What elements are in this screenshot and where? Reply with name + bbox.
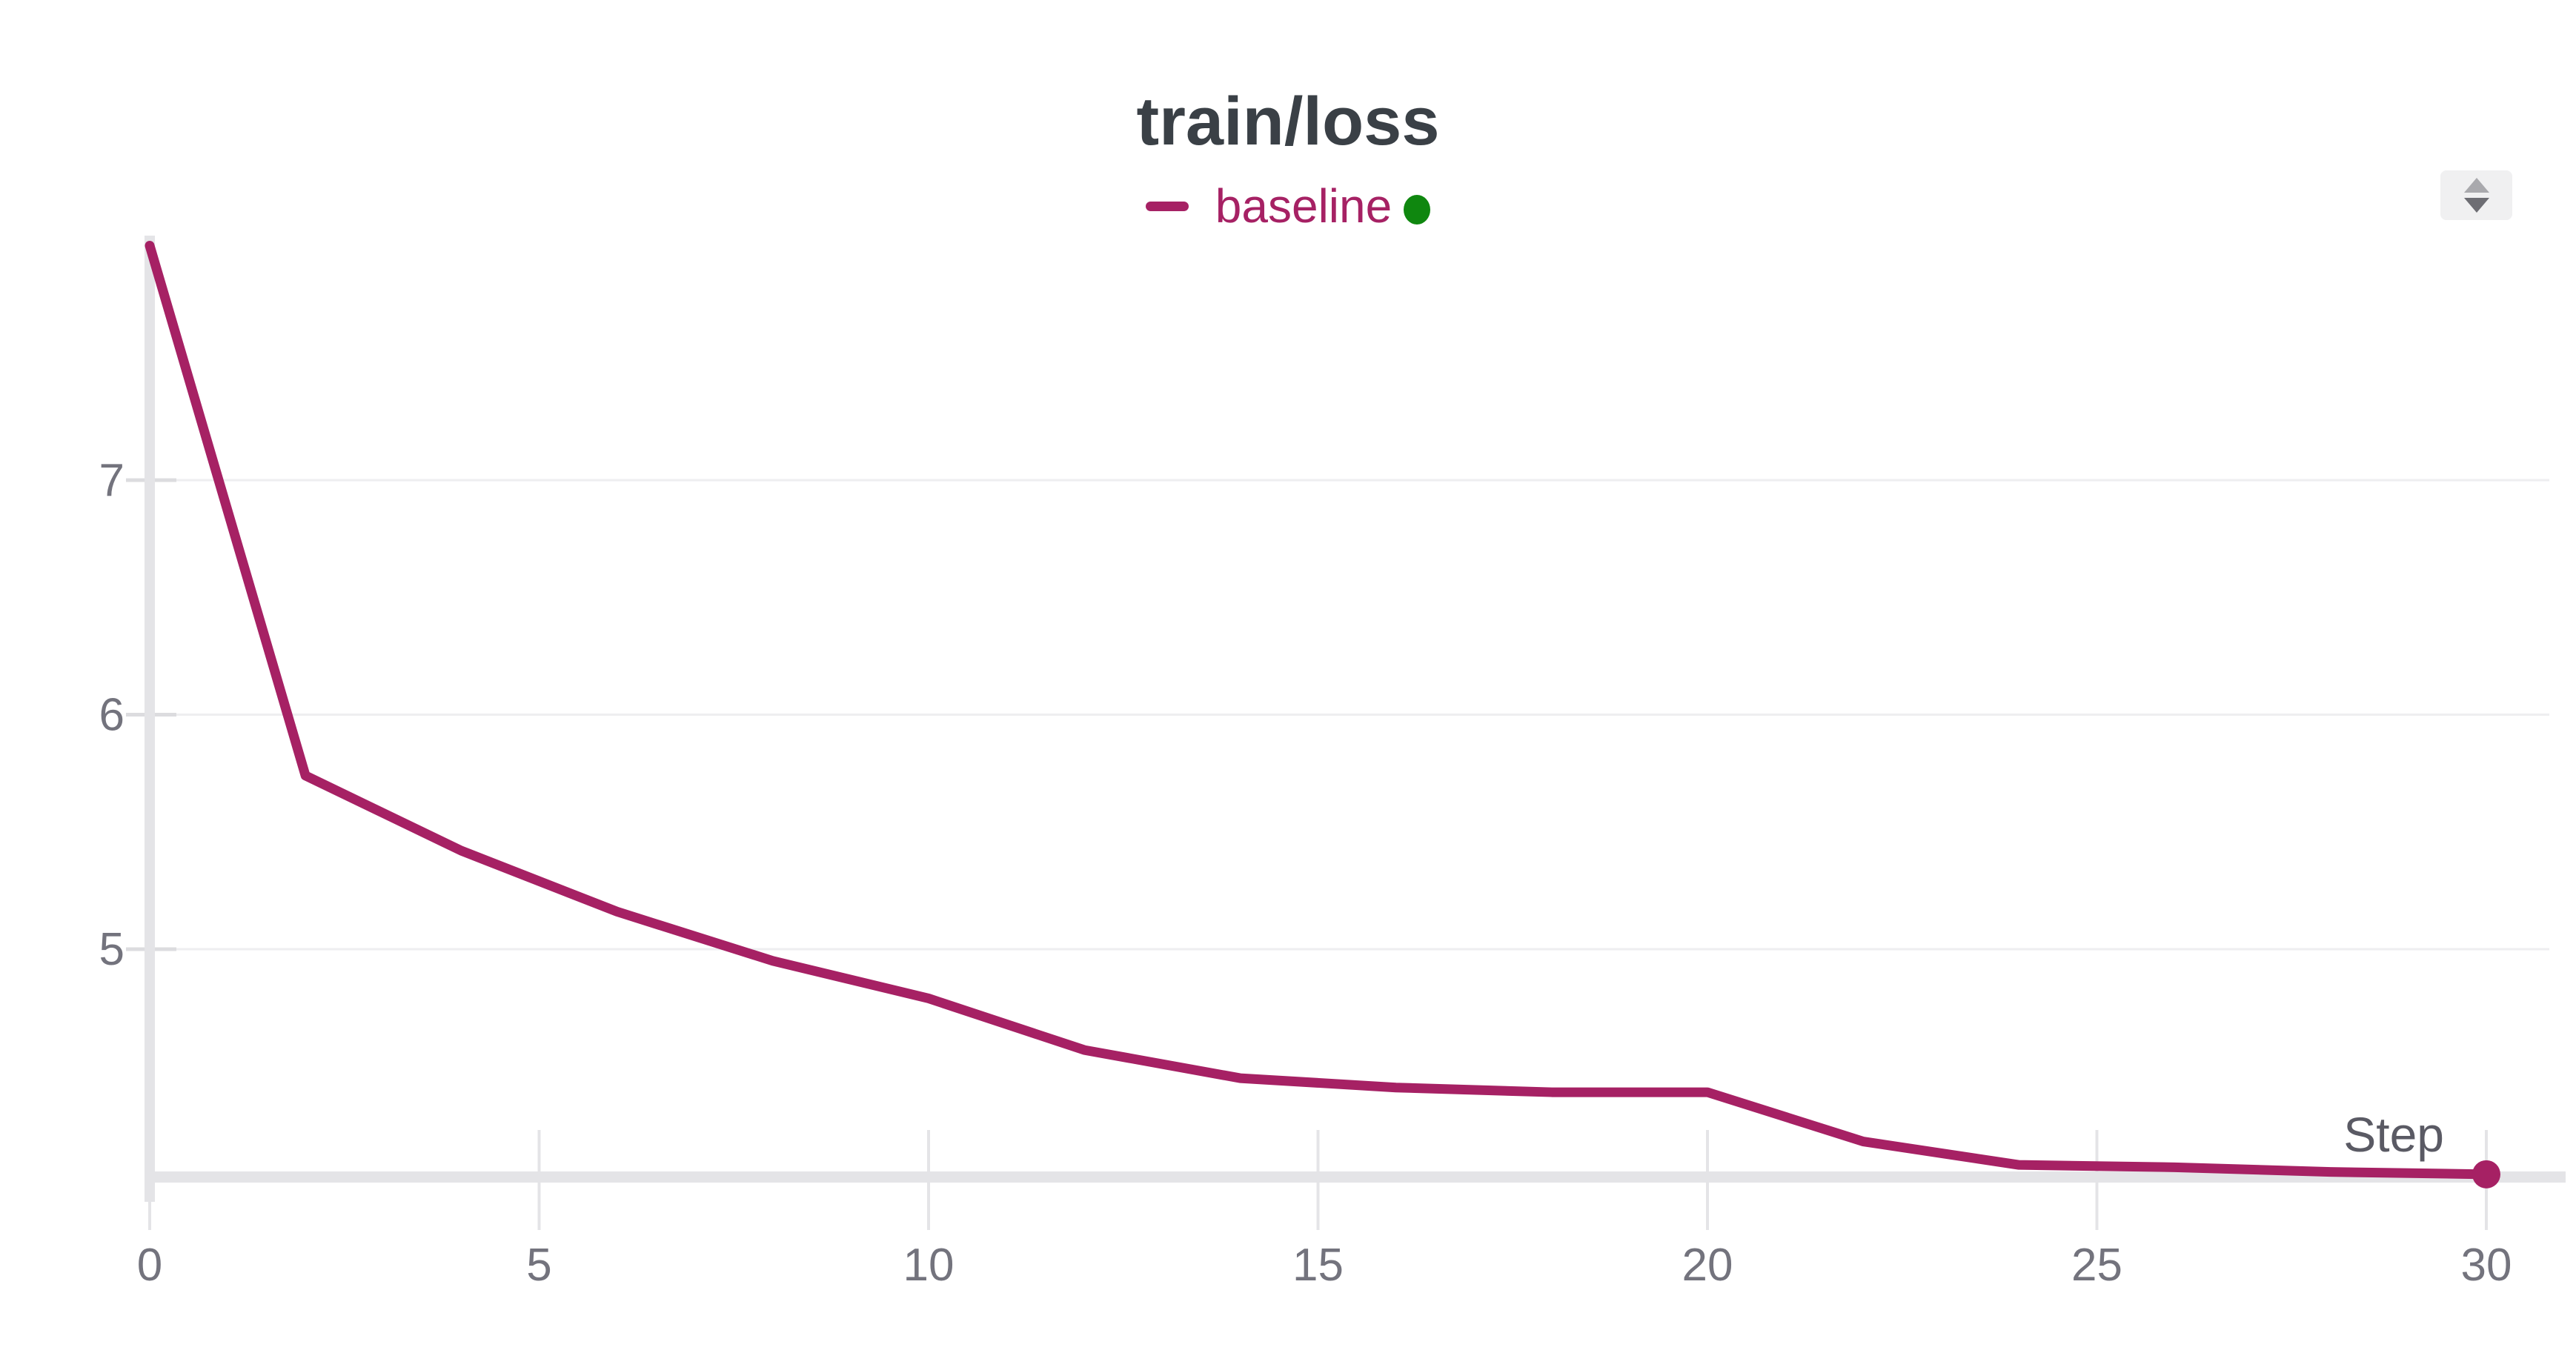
axis-layer (145, 236, 2566, 1202)
run-status-dot-icon (1404, 195, 1431, 225)
chevron-down-icon[interactable] (2463, 198, 2489, 213)
x-axis-title: Step (2343, 1107, 2444, 1162)
legend[interactable]: baseline (0, 176, 2576, 236)
panel-stepper-control[interactable] (2440, 170, 2512, 220)
tick-label-layer: 5 6 7 0 5 10 15 20 25 30 (99, 455, 2512, 1291)
xtick-label-20: 20 (1682, 1240, 1733, 1291)
legend-series-label: baseline (1215, 179, 1392, 233)
series-color-dash-icon (1145, 201, 1189, 211)
xtick-label-15: 15 (1292, 1240, 1344, 1291)
xtick-label-30: 30 (2461, 1240, 2512, 1291)
ytick-label-6: 6 (99, 690, 125, 741)
series-layer (145, 241, 2500, 1189)
ytick-label-5: 5 (99, 924, 125, 975)
xtick-label-0: 0 (137, 1240, 162, 1291)
panel-title: train/loss (1136, 84, 1440, 159)
chevron-up-icon[interactable] (2463, 178, 2489, 193)
series-line-baseline[interactable] (145, 241, 2492, 1180)
ytick-label-7: 7 (99, 455, 125, 506)
grid-layer (126, 478, 2549, 1230)
xtick-label-5: 5 (526, 1240, 551, 1291)
xtick-label-10: 10 (903, 1240, 955, 1291)
series-end-point-baseline[interactable] (2472, 1160, 2500, 1189)
xtick-label-25: 25 (2071, 1240, 2122, 1291)
